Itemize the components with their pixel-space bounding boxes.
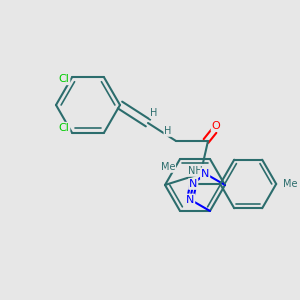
Text: Cl: Cl bbox=[58, 123, 69, 133]
Text: NH: NH bbox=[188, 166, 202, 176]
Text: N: N bbox=[189, 179, 197, 189]
Text: N: N bbox=[201, 169, 209, 178]
Text: N: N bbox=[186, 194, 194, 205]
Text: O: O bbox=[212, 121, 220, 131]
Text: H: H bbox=[150, 108, 158, 118]
Text: Cl: Cl bbox=[58, 74, 69, 84]
Text: Me: Me bbox=[161, 162, 175, 172]
Text: Me: Me bbox=[283, 179, 298, 189]
Text: H: H bbox=[164, 126, 172, 136]
